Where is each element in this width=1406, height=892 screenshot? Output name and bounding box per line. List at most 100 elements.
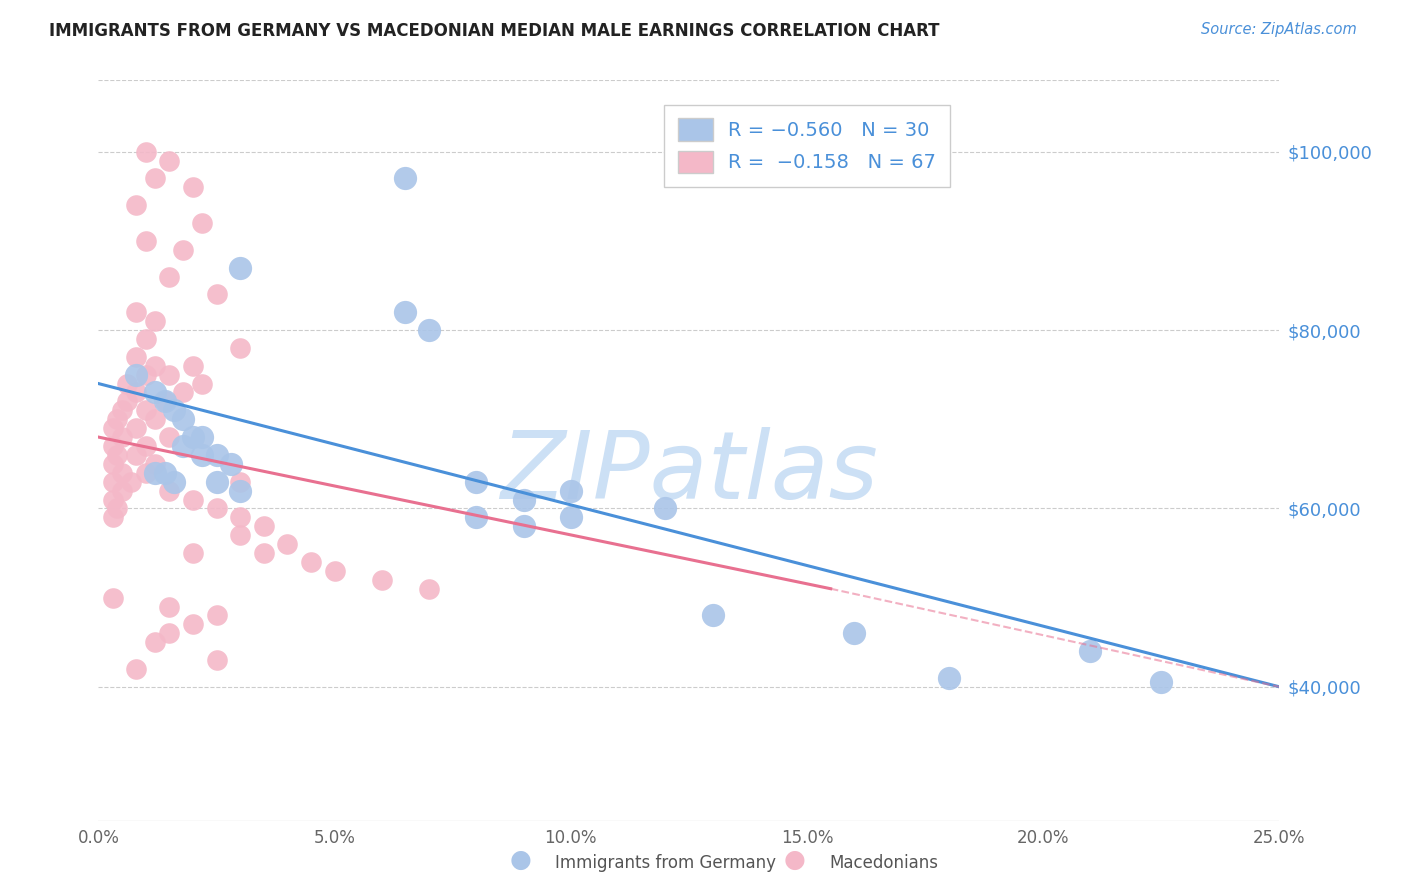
Point — [418, 582, 440, 596]
Point — [512, 492, 534, 507]
Point — [135, 439, 157, 453]
Point — [105, 501, 128, 516]
Point — [135, 332, 157, 346]
Point — [229, 510, 252, 524]
Text: Macedonians: Macedonians — [830, 855, 939, 872]
Point — [229, 528, 252, 542]
Point — [143, 635, 166, 649]
Point — [205, 501, 228, 516]
Point — [157, 483, 180, 498]
Legend: R = −0.560   N = 30, R =  −0.158   N = 67: R = −0.560 N = 30, R = −0.158 N = 67 — [664, 104, 950, 186]
Point — [101, 439, 124, 453]
Point — [172, 412, 194, 426]
Text: ZIPatlas: ZIPatlas — [501, 427, 877, 518]
Point — [418, 323, 440, 337]
Point — [111, 403, 134, 417]
Point — [111, 466, 134, 480]
Point — [205, 475, 228, 489]
Point — [253, 546, 276, 560]
Point — [105, 412, 128, 426]
Point — [181, 546, 204, 560]
Point — [143, 359, 166, 373]
Point — [143, 412, 166, 426]
Text: IMMIGRANTS FROM GERMANY VS MACEDONIAN MEDIAN MALE EARNINGS CORRELATION CHART: IMMIGRANTS FROM GERMANY VS MACEDONIAN ME… — [49, 22, 939, 40]
Point — [153, 394, 176, 409]
Point — [143, 171, 166, 186]
Point — [135, 403, 157, 417]
Point — [181, 430, 204, 444]
Point — [125, 198, 148, 212]
Point — [181, 180, 204, 194]
Point — [135, 145, 157, 159]
Point — [938, 671, 960, 685]
Point — [157, 153, 180, 168]
Point — [512, 519, 534, 533]
Point — [191, 448, 214, 462]
Text: Immigrants from Germany: Immigrants from Germany — [555, 855, 776, 872]
Point — [157, 368, 180, 382]
Point — [394, 171, 416, 186]
Point — [172, 243, 194, 257]
Point — [219, 457, 242, 471]
Point — [205, 287, 228, 301]
Point — [135, 368, 157, 382]
Point — [181, 359, 204, 373]
Text: ●: ● — [783, 848, 806, 872]
Point — [229, 260, 252, 275]
Point — [191, 430, 214, 444]
Point — [105, 448, 128, 462]
Point — [115, 376, 138, 391]
Point — [157, 599, 180, 614]
Point — [111, 430, 134, 444]
Point — [181, 492, 204, 507]
Point — [323, 564, 346, 578]
Point — [371, 573, 394, 587]
Point — [163, 475, 186, 489]
Point — [125, 448, 148, 462]
Point — [172, 439, 194, 453]
Point — [101, 475, 124, 489]
Point — [101, 421, 124, 435]
Point — [101, 457, 124, 471]
Point — [111, 483, 134, 498]
Point — [229, 475, 252, 489]
Point — [229, 483, 252, 498]
Point — [135, 234, 157, 248]
Point — [121, 475, 143, 489]
Point — [135, 466, 157, 480]
Point — [205, 653, 228, 667]
Point — [157, 626, 180, 640]
Point — [125, 350, 148, 364]
Point — [125, 662, 148, 676]
Point — [157, 269, 180, 284]
Point — [143, 385, 166, 400]
Point — [125, 421, 148, 435]
Point — [163, 403, 186, 417]
Point — [205, 608, 228, 623]
Point — [1150, 675, 1173, 690]
Point — [125, 368, 148, 382]
Point — [299, 555, 322, 569]
Point — [125, 385, 148, 400]
Point — [394, 305, 416, 319]
Point — [153, 394, 176, 409]
Point — [229, 341, 252, 355]
Point — [157, 430, 180, 444]
Point — [191, 216, 214, 230]
Point — [125, 305, 148, 319]
Point — [191, 376, 214, 391]
Point — [844, 626, 866, 640]
Point — [143, 457, 166, 471]
Point — [143, 314, 166, 328]
Point — [153, 466, 176, 480]
Point — [276, 537, 298, 551]
Point — [172, 385, 194, 400]
Point — [560, 483, 582, 498]
Point — [143, 466, 166, 480]
Point — [101, 492, 124, 507]
Point — [465, 475, 488, 489]
Point — [253, 519, 276, 533]
Point — [560, 510, 582, 524]
Point — [101, 510, 124, 524]
Text: Source: ZipAtlas.com: Source: ZipAtlas.com — [1201, 22, 1357, 37]
